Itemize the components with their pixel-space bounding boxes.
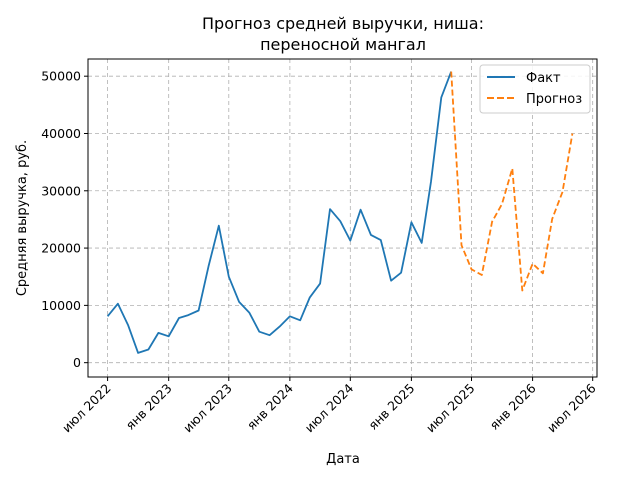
legend: Факт Прогноз [479, 64, 591, 114]
series-lines [106, 71, 574, 354]
legend-label-fact: Факт [526, 71, 561, 86]
plot-area [87, 58, 598, 378]
series-line-forecast [450, 71, 574, 292]
series-line-fact [106, 71, 453, 354]
chart-title-line-1: Прогноз средней выручки, ниша: [202, 14, 484, 33]
grid [88, 59, 597, 377]
y-axis-label: Средняя выручка, руб. [15, 140, 30, 296]
y-tick-label: 50000 [41, 69, 81, 84]
x-axis-label: Дата [326, 452, 360, 467]
y-tick-label: 10000 [41, 298, 81, 313]
legend-label-forecast: Прогноз [526, 92, 582, 107]
y-tick-label: 40000 [41, 126, 81, 141]
chart-title-line-2: переносной мангал [260, 35, 426, 54]
y-tick-label: 0 [73, 355, 81, 370]
y-tick-label: 20000 [41, 241, 81, 256]
y-tick-label: 30000 [41, 183, 81, 198]
